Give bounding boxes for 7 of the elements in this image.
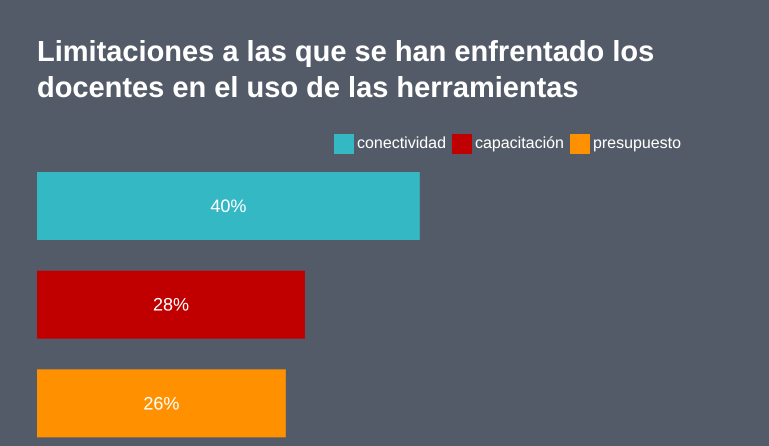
chart-title: Limitaciones a las que se han enfrentado los docentes en el uso de las herramientas [37,35,656,106]
data-label: 28% [152,294,189,315]
legend-label: capacitación [474,135,564,153]
legend-label: conectividad [357,135,446,153]
legend-label: presupuesto [592,135,681,153]
data-label: 40% [210,196,246,216]
data-label: 26% [143,393,180,414]
